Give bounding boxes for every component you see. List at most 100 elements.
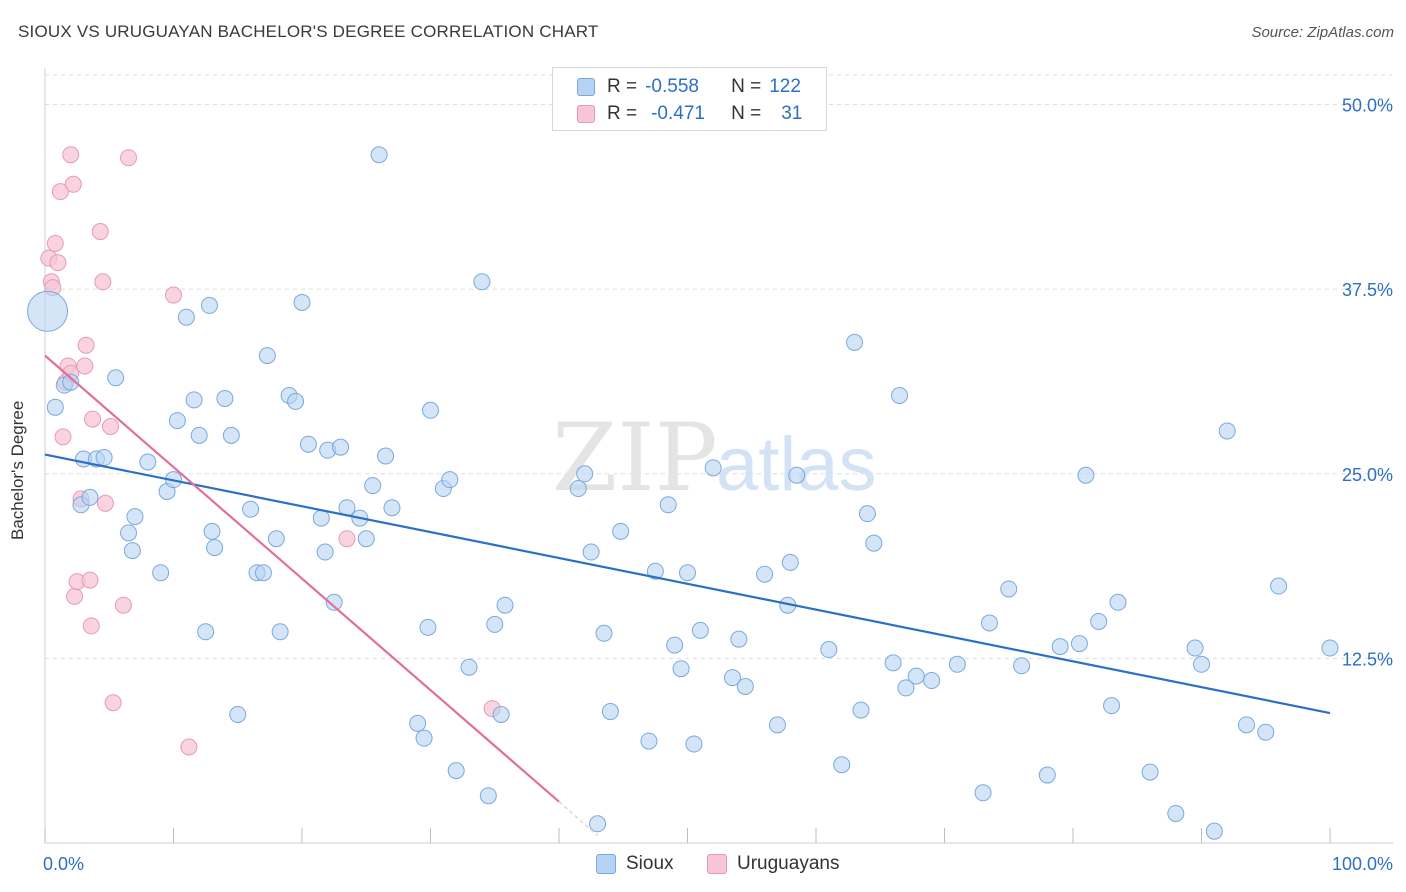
sioux-point: [107, 369, 125, 387]
sioux-point: [447, 762, 465, 780]
legend-uruguayans: Uruguayans: [707, 852, 839, 876]
sioux-point: [229, 706, 247, 724]
uruguayans-trend-extension: [558, 801, 599, 837]
sioux-point: [640, 732, 658, 750]
sioux-point: [595, 624, 613, 642]
sioux-point: [293, 293, 311, 311]
sioux-point: [1090, 612, 1108, 630]
sioux-point: [203, 522, 221, 540]
sioux-points: [27, 146, 1339, 840]
sioux-point: [441, 471, 459, 489]
uruguayans-point: [338, 530, 356, 548]
sioux-point: [1077, 466, 1095, 484]
uruguayans-point: [102, 418, 120, 436]
sioux-point: [460, 658, 478, 676]
legend-sioux-swatch: [596, 854, 616, 874]
legend-sioux: Sioux: [596, 852, 674, 876]
sioux-point: [730, 630, 748, 648]
sioux-point: [659, 496, 677, 514]
watermark: ZIP atlas: [552, 404, 877, 513]
uruguayans-point: [49, 254, 67, 272]
sioux-point: [287, 392, 305, 410]
sioux-point: [364, 477, 382, 495]
legend-row-uruguayans: R = -0.471 N = 31: [577, 102, 802, 126]
sioux-point: [736, 677, 754, 695]
sioux-point: [357, 530, 375, 548]
sioux-trend-line: [44, 453, 1331, 715]
sioux-point: [168, 412, 186, 430]
sioux-r-value: -0.558: [645, 76, 699, 97]
sioux-point: [177, 308, 195, 326]
sioux-point: [884, 654, 902, 672]
chart-source: Source: ZipAtlas.com: [1251, 24, 1394, 41]
sioux-point: [383, 499, 401, 517]
sioux-point: [576, 465, 594, 483]
uruguayans-point: [91, 223, 109, 241]
sioux-point: [492, 706, 510, 724]
uruguayans-point: [62, 146, 80, 164]
uruguayans-point: [64, 175, 82, 193]
sioux-point: [62, 373, 80, 391]
sioux-point: [833, 756, 851, 774]
sioux-point: [1103, 697, 1121, 715]
sioux-point: [756, 565, 774, 583]
y-axis-label: Bachelor's Degree: [8, 400, 27, 540]
sioux-point: [589, 815, 607, 833]
sioux-point: [666, 636, 684, 654]
sioux-point: [646, 562, 664, 580]
sioux-swatch: [577, 78, 595, 96]
chart-title: SIOUX VS URUGUAYAN BACHELOR'S DEGREE COR…: [18, 22, 599, 41]
uruguayans-point: [46, 234, 64, 252]
sioux-point: [569, 480, 587, 498]
sioux-point: [222, 426, 240, 444]
uruguayans-swatch: [577, 105, 595, 123]
sioux-n-value: 122: [769, 76, 801, 97]
y-tick-label: 12.5%: [1342, 649, 1393, 669]
sioux-point: [672, 660, 690, 678]
uruguayans-point: [114, 596, 132, 614]
sioux-point: [923, 672, 941, 690]
uruguayans-point: [94, 273, 112, 291]
sioux-point: [200, 296, 218, 314]
sioux-point: [1038, 766, 1056, 784]
legend-row-sioux: R = -0.558 N = 122: [577, 75, 801, 99]
sioux-point: [242, 500, 260, 518]
sioux-point: [1000, 580, 1018, 598]
uruguayans-r-value: -0.471: [651, 103, 705, 124]
sioux-point: [377, 447, 395, 465]
uruguayans-point: [84, 410, 102, 428]
sioux-point: [126, 508, 144, 526]
sioux-point: [479, 787, 497, 805]
sioux-point: [852, 701, 870, 719]
sioux-point: [1051, 638, 1069, 656]
sioux-point: [120, 524, 138, 542]
sioux-point: [1218, 422, 1236, 440]
sioux-point: [1186, 639, 1204, 657]
sioux-point: [980, 614, 998, 632]
uruguayans-point: [180, 738, 198, 756]
uruguayans-point: [76, 357, 94, 375]
sioux-point: [46, 398, 64, 416]
uruguayans-point: [165, 286, 182, 304]
uruguayans-point: [82, 617, 100, 635]
sioux-point: [1193, 655, 1210, 673]
sioux-point: [258, 347, 276, 365]
sioux-point: [473, 273, 491, 291]
sioux-point: [1013, 657, 1031, 675]
legend-uruguayans-swatch: [707, 854, 727, 874]
sioux-point: [974, 784, 992, 802]
uruguayans-point: [104, 694, 122, 712]
sioux-point: [197, 623, 215, 641]
uruguayans-n-label: N =: [731, 103, 762, 124]
x-tick-label-max: 100.0%: [1332, 854, 1393, 874]
sioux-point: [496, 596, 514, 614]
uruguayans-point: [96, 494, 114, 512]
sioux-point: [267, 530, 285, 548]
y-tick-label: 50.0%: [1342, 96, 1393, 116]
sioux-point: [1237, 716, 1255, 734]
sioux-point: [820, 641, 838, 659]
x-tick-label-min: 0.0%: [43, 854, 84, 874]
sioux-point: [582, 543, 600, 561]
sioux-point: [679, 564, 696, 582]
sioux-r-label: R =: [607, 76, 638, 97]
